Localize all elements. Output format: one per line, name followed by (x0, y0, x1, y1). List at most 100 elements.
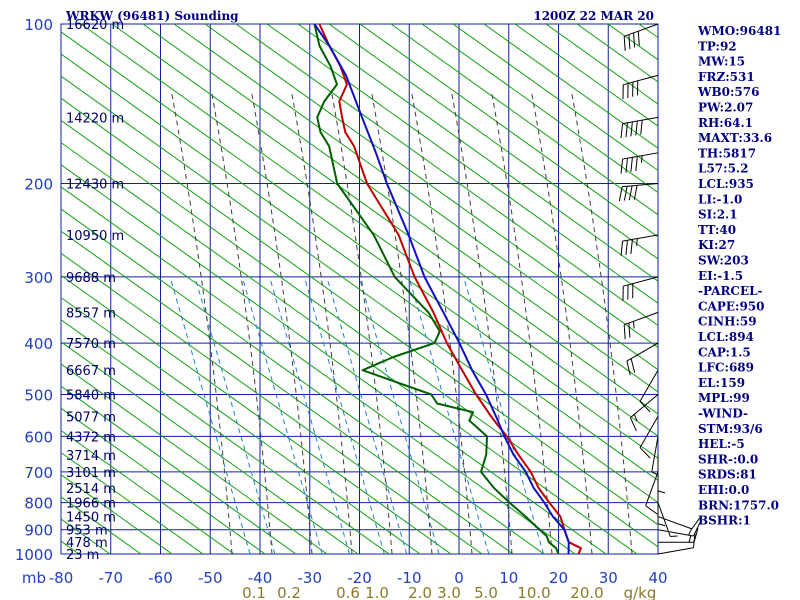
wind-barb-staff (624, 311, 659, 326)
mixing-ratio-label: g/kg (624, 584, 657, 600)
mixing-ratio-label: 2.0 (408, 584, 432, 600)
dry-adiabat (514, 24, 658, 127)
temperature-tick-label: -40 (248, 569, 273, 587)
dry-adiabat (61, 429, 235, 554)
dry-adiabat (266, 24, 658, 304)
height-label: 1966 m (66, 497, 116, 512)
sounding-index: RH:64.1 (698, 116, 753, 130)
wind-barbs (618, 23, 701, 555)
sounding-index: SRDS:81 (698, 468, 757, 482)
temperature-tick-label: 20 (549, 569, 568, 587)
sounding-index: CINH:59 (698, 315, 757, 329)
mixing-ratio-label: 0.2 (277, 584, 301, 600)
wind-barb-staff (645, 471, 659, 506)
temperature-tick-label: -60 (148, 569, 173, 587)
wind-barb-half-flag (633, 414, 638, 422)
pressure-tick-label: 1000 (15, 546, 53, 564)
pressure-tick-label: 200 (24, 176, 53, 194)
height-labels: 16620 m 14220 m 12430 m 10950 m 9688 m 8557 m… (66, 18, 124, 563)
dry-adiabat (0, 24, 17, 554)
moist-adiabat (171, 93, 233, 554)
station-title: WRKW (96481) Sounding (65, 9, 239, 23)
mixing-ratio-line (358, 276, 440, 554)
moist-adiabat (331, 93, 393, 554)
sounding-index: WB0:576 (697, 85, 759, 99)
wind-barb-flag (630, 358, 636, 373)
dry-adiabat (390, 24, 658, 216)
wind-barb-flag (640, 120, 643, 135)
dry-adiabat (61, 407, 266, 554)
temperature-tick-label: -20 (347, 569, 372, 587)
sounding-index: LI:-1.0 (698, 192, 742, 206)
wind-barb-flag (692, 533, 696, 548)
dry-adiabat (359, 24, 658, 238)
wind-barb-staff (622, 152, 659, 160)
wind-barb-staff (651, 436, 659, 472)
wind-barb-flag (626, 360, 631, 376)
pressure-tick-label: 300 (24, 269, 53, 287)
moist-adiabat (451, 93, 513, 554)
wind-barb-flag (635, 156, 638, 171)
wind-barb-staff (657, 516, 692, 530)
height-label: 10950 m (66, 229, 124, 244)
dry-adiabat (204, 24, 658, 349)
temperature-tick-label: 30 (599, 569, 618, 587)
sounding-index: BRN:1757.0 (698, 498, 779, 512)
dry-adiabat (328, 24, 658, 260)
dry-adiabat (61, 451, 204, 554)
sounding-index: KI:27 (698, 238, 735, 252)
mixing-ratio-label: 10.0 (517, 584, 550, 600)
mixing-ratio-lines (169, 276, 545, 554)
wind-barb-staff (657, 502, 671, 537)
wind-barb-staff (622, 116, 659, 125)
mixing-ratio-line (408, 276, 490, 554)
dry-adiabat (80, 24, 658, 437)
wind-barb-half-flag (636, 238, 638, 246)
temperature-tick-label: 40 (648, 569, 667, 587)
temperature-tick-labels: -80 -70 -60 -50 -40 -30 -20 -10 0 10 20 30 40 (49, 569, 668, 587)
sounding-index: MW:15 (698, 55, 745, 69)
moist-adiabat (291, 93, 353, 554)
wind-barb-staff (639, 416, 659, 448)
sounding-index: WMO:96481 (697, 24, 781, 38)
mixing-ratio-line (326, 276, 408, 554)
plot-frame (60, 23, 659, 555)
wind-barb-half-flag (688, 528, 693, 536)
height-label: 2514 m (66, 482, 116, 497)
pressure-tick-label: 100 (24, 16, 53, 34)
sounding-index: EL:159 (698, 376, 745, 390)
dry-adiabat (576, 24, 658, 83)
sounding-index: STM:93/6 (698, 422, 763, 436)
moist-adiabat (211, 93, 273, 554)
dry-adiabat (111, 24, 658, 415)
sounding-index: L57:5.2 (698, 162, 748, 176)
temperature-tick-label: 10 (499, 569, 518, 587)
observation-time: 1200Z 22 MAR 20 (533, 9, 654, 23)
height-label: 5077 m (66, 410, 116, 425)
mixing-ratio-label: 1.0 (365, 584, 389, 600)
sounding-index: SW:203 (698, 254, 749, 268)
height-label: 14220 m (66, 111, 124, 126)
mixing-ratio-line (194, 276, 276, 554)
sounding-index: CAP:1.5 (698, 345, 751, 359)
height-label: 4372 m (66, 430, 116, 445)
wind-barb-staff (626, 342, 659, 362)
dry-adiabats (0, 24, 800, 554)
height-label: 6667 m (66, 364, 116, 379)
wind-barb-staff (622, 183, 659, 188)
pressure-tick-label: 600 (24, 428, 53, 446)
wind-barb-half-flag (670, 535, 678, 537)
pressure-tick-label: 500 (24, 386, 53, 404)
temperature-tick-label: -10 (397, 569, 422, 587)
dry-adiabat (794, 24, 800, 554)
wind-barb-staff (657, 529, 694, 537)
wind-barb-flag (625, 240, 628, 255)
mixing-ratio-label: 20.0 (570, 584, 603, 600)
wind-barb-flag (633, 185, 638, 200)
sounding-index: HEL:-5 (698, 437, 745, 451)
dry-adiabat (61, 97, 658, 526)
mixing-ratio-line (303, 276, 385, 554)
mixing-ratio-label: 0.6 (336, 584, 360, 600)
wind-barb-flag (623, 324, 626, 340)
